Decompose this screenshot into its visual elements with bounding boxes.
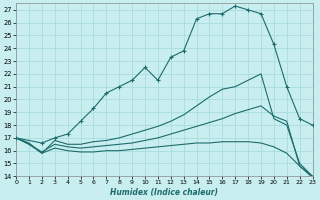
X-axis label: Humidex (Indice chaleur): Humidex (Indice chaleur): [110, 188, 218, 197]
